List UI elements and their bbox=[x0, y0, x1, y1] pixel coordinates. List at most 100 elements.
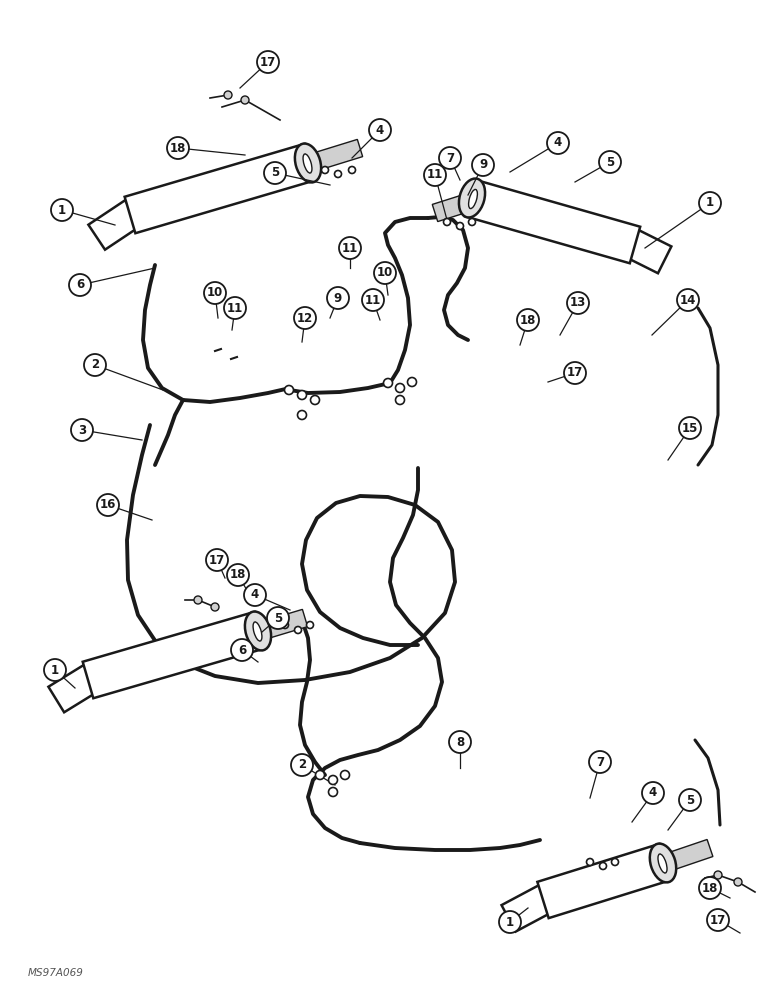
Text: 4: 4 bbox=[251, 588, 259, 601]
Ellipse shape bbox=[245, 612, 271, 650]
Circle shape bbox=[517, 309, 539, 331]
Circle shape bbox=[211, 603, 219, 611]
Text: 17: 17 bbox=[710, 914, 726, 926]
Text: 5: 5 bbox=[606, 155, 614, 168]
Circle shape bbox=[600, 862, 607, 869]
Circle shape bbox=[679, 789, 701, 811]
Polygon shape bbox=[83, 612, 266, 698]
Circle shape bbox=[449, 731, 471, 753]
Circle shape bbox=[339, 237, 361, 259]
Circle shape bbox=[499, 911, 521, 933]
Text: 5: 5 bbox=[274, 611, 282, 624]
Circle shape bbox=[306, 621, 313, 629]
Circle shape bbox=[611, 858, 618, 865]
Text: 18: 18 bbox=[230, 568, 246, 582]
Circle shape bbox=[340, 770, 350, 780]
Text: 2: 2 bbox=[91, 359, 99, 371]
Polygon shape bbox=[657, 839, 713, 874]
Polygon shape bbox=[88, 200, 141, 250]
Circle shape bbox=[267, 607, 289, 629]
Text: 1: 1 bbox=[506, 916, 514, 928]
Text: 12: 12 bbox=[297, 312, 313, 324]
Text: 1: 1 bbox=[706, 196, 714, 210]
Text: 11: 11 bbox=[342, 241, 358, 254]
Text: 10: 10 bbox=[207, 286, 223, 300]
Text: 8: 8 bbox=[456, 736, 464, 748]
Circle shape bbox=[194, 596, 202, 604]
Text: 18: 18 bbox=[702, 882, 718, 894]
Circle shape bbox=[97, 494, 119, 516]
Text: 16: 16 bbox=[100, 498, 117, 512]
Circle shape bbox=[547, 132, 569, 154]
Polygon shape bbox=[303, 139, 363, 174]
Circle shape bbox=[699, 877, 721, 899]
Text: 3: 3 bbox=[78, 424, 86, 436]
Text: 15: 15 bbox=[682, 422, 698, 434]
Text: 14: 14 bbox=[680, 294, 696, 306]
Circle shape bbox=[699, 192, 721, 214]
Circle shape bbox=[599, 151, 621, 173]
Text: 7: 7 bbox=[596, 756, 604, 768]
Circle shape bbox=[362, 289, 384, 311]
Text: 2: 2 bbox=[298, 758, 306, 772]
Circle shape bbox=[334, 170, 341, 178]
Ellipse shape bbox=[469, 189, 477, 209]
Circle shape bbox=[264, 162, 286, 184]
Polygon shape bbox=[618, 227, 672, 273]
Circle shape bbox=[424, 164, 446, 186]
Text: 4: 4 bbox=[554, 136, 562, 149]
Text: 6: 6 bbox=[76, 278, 84, 292]
Text: 9: 9 bbox=[334, 292, 342, 304]
Circle shape bbox=[321, 166, 329, 174]
Circle shape bbox=[369, 119, 391, 141]
Text: 17: 17 bbox=[260, 55, 276, 68]
Circle shape bbox=[294, 307, 316, 329]
Circle shape bbox=[69, 274, 91, 296]
Text: 7: 7 bbox=[446, 151, 454, 164]
Text: 4: 4 bbox=[376, 123, 384, 136]
Text: 10: 10 bbox=[377, 266, 393, 279]
Circle shape bbox=[84, 354, 106, 376]
Circle shape bbox=[227, 564, 249, 586]
Text: 5: 5 bbox=[686, 794, 694, 806]
Circle shape bbox=[224, 297, 246, 319]
Ellipse shape bbox=[253, 622, 262, 641]
Ellipse shape bbox=[650, 844, 676, 882]
Circle shape bbox=[329, 788, 337, 796]
Text: 11: 11 bbox=[227, 302, 243, 314]
Circle shape bbox=[374, 262, 396, 284]
Circle shape bbox=[395, 395, 405, 404]
Circle shape bbox=[204, 282, 226, 304]
Circle shape bbox=[329, 776, 337, 784]
Circle shape bbox=[714, 871, 722, 879]
Circle shape bbox=[231, 639, 253, 661]
Circle shape bbox=[395, 383, 405, 392]
Circle shape bbox=[44, 659, 66, 681]
Text: 6: 6 bbox=[238, 644, 246, 656]
Text: 4: 4 bbox=[649, 786, 657, 800]
Circle shape bbox=[51, 199, 73, 221]
Circle shape bbox=[297, 390, 306, 399]
Text: 11: 11 bbox=[427, 168, 443, 182]
Text: MS97A069: MS97A069 bbox=[28, 968, 84, 978]
Polygon shape bbox=[49, 664, 102, 712]
Circle shape bbox=[384, 378, 392, 387]
Ellipse shape bbox=[303, 154, 312, 173]
Text: 13: 13 bbox=[570, 296, 586, 310]
Circle shape bbox=[294, 626, 302, 634]
Polygon shape bbox=[124, 144, 316, 233]
Circle shape bbox=[439, 147, 461, 169]
Ellipse shape bbox=[658, 854, 667, 873]
Circle shape bbox=[244, 584, 266, 606]
Text: 17: 17 bbox=[209, 554, 225, 566]
Polygon shape bbox=[465, 180, 640, 263]
Circle shape bbox=[71, 419, 93, 441]
Circle shape bbox=[408, 377, 417, 386]
Text: 11: 11 bbox=[365, 294, 381, 306]
Text: 18: 18 bbox=[520, 314, 537, 326]
Circle shape bbox=[282, 621, 289, 629]
Circle shape bbox=[257, 51, 279, 73]
Circle shape bbox=[297, 410, 306, 420]
Circle shape bbox=[679, 417, 701, 439]
Ellipse shape bbox=[459, 179, 485, 217]
